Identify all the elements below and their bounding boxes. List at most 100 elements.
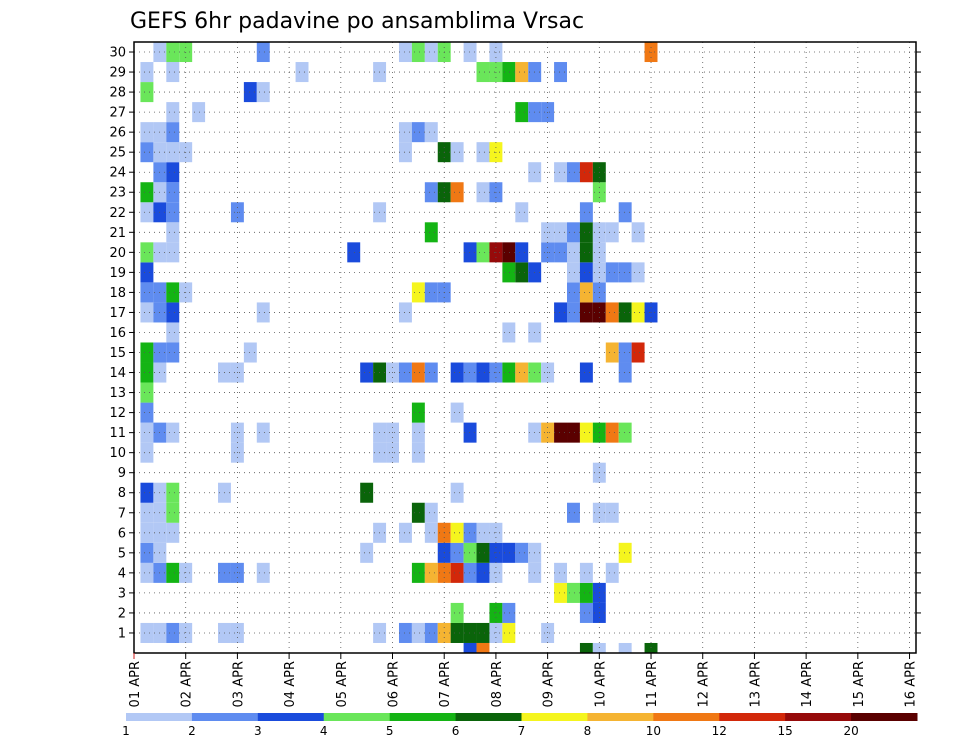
x-tick-label: 02 APR — [180, 661, 195, 707]
heatmap-cell — [463, 542, 477, 563]
heatmap-cell — [476, 242, 490, 263]
heatmap-cell — [243, 82, 257, 103]
heatmap-cell — [411, 362, 425, 383]
x-tick-label: 04 APR — [283, 661, 298, 707]
heatmap-cell — [476, 642, 490, 653]
y-axis-ticks: 1234567891011121314151617181920212223242… — [109, 46, 921, 641]
heatmap-cell — [450, 402, 464, 423]
y-tick-label: 19 — [109, 266, 126, 281]
heatmap-cell — [398, 362, 412, 383]
y-tick-label: 6 — [118, 526, 126, 541]
heatmap-cell — [515, 102, 529, 123]
heatmap-cell — [140, 522, 154, 543]
heatmap-cell — [450, 182, 464, 203]
heatmap-cell — [398, 522, 412, 543]
heatmap-cell — [554, 422, 568, 443]
y-tick-label: 22 — [109, 206, 126, 221]
heatmap-cell — [166, 302, 180, 323]
heatmap-cell — [140, 62, 154, 83]
x-tick-label: 03 APR — [231, 661, 246, 707]
heatmap-cell — [166, 142, 180, 163]
heatmap-cell — [398, 302, 412, 323]
heatmap-cell — [618, 342, 632, 363]
heatmap-cell — [140, 362, 154, 383]
y-tick-label: 23 — [109, 186, 126, 201]
legend-label: 12 — [712, 724, 727, 738]
heatmap-cell — [567, 582, 580, 603]
heatmap-cell — [411, 502, 425, 523]
heatmap-cell — [476, 182, 490, 203]
heatmap-cell — [256, 422, 270, 443]
legend-label: 5 — [386, 724, 394, 738]
heatmap-cell — [411, 122, 425, 143]
y-tick-label: 18 — [109, 286, 126, 301]
heatmap-cell — [554, 162, 568, 183]
heatmap-cell — [411, 422, 425, 443]
color-legend: 1 2 3 4 5 6 7 8 10 12 15 20 — [122, 713, 918, 738]
heatmap-cell — [567, 282, 580, 303]
heatmap-cell — [463, 362, 477, 383]
heatmap-cell — [140, 82, 154, 103]
heatmap-cell — [192, 102, 206, 123]
y-tick-label: 25 — [109, 146, 126, 161]
x-tick-label: 06 APR — [387, 661, 402, 707]
heatmap-cell — [567, 502, 580, 523]
legend-swatch — [587, 713, 654, 721]
heatmap-cell — [515, 202, 529, 223]
heatmap-cell — [579, 422, 593, 443]
heatmap-cell — [605, 342, 619, 363]
heatmap-cell — [618, 642, 632, 653]
legend-label: 15 — [778, 724, 793, 738]
heatmap-cell — [411, 622, 425, 643]
heatmap-cell — [450, 622, 464, 643]
y-tick-label: 3 — [118, 586, 126, 601]
heatmap-cell — [450, 362, 464, 383]
heatmap-cell — [502, 62, 516, 83]
heatmap-cell — [424, 122, 438, 143]
heatmap-cell — [398, 142, 412, 163]
legend-swatch — [653, 713, 720, 721]
y-tick-label: 12 — [109, 406, 126, 421]
y-tick-label: 8 — [118, 486, 126, 501]
y-tick-label: 17 — [109, 306, 126, 321]
heatmap-cell — [579, 582, 593, 603]
heatmap-cell — [166, 502, 180, 523]
heatmap-cell — [166, 322, 180, 343]
heatmap-cell — [502, 622, 516, 643]
y-tick-label: 15 — [109, 346, 126, 361]
heatmap-cell — [166, 42, 180, 63]
legend-label: 10 — [646, 724, 661, 738]
heatmap-cell — [140, 402, 154, 423]
heatmap-cell — [567, 422, 580, 443]
heatmap-cell — [605, 502, 619, 523]
heatmap-cell — [360, 542, 374, 563]
y-tick-label: 14 — [109, 366, 126, 381]
legend-label: 6 — [452, 724, 460, 738]
heatmap-cell — [579, 302, 593, 323]
y-tick-label: 4 — [118, 566, 126, 581]
x-axis-ticks: 01 APR 02 APR 03 APR 04 APR 05 APR 06 APR 07 A… — [128, 653, 919, 707]
heatmap-cell — [166, 622, 180, 643]
x-tick-label: 16 APR — [904, 661, 919, 707]
heatmap-cell — [411, 562, 425, 583]
y-tick-label: 9 — [118, 466, 126, 481]
heatmap-cell — [502, 262, 516, 283]
legend-swatch — [191, 713, 259, 721]
legend-swatch — [126, 713, 193, 721]
legend-swatch — [785, 713, 852, 721]
x-tick-label: 14 APR — [800, 661, 815, 707]
heatmap-cell — [554, 302, 568, 323]
heatmap-cell — [140, 262, 154, 283]
heatmap-cell — [579, 362, 593, 383]
heatmap-cell — [605, 562, 619, 583]
heatmap-cell — [140, 502, 154, 523]
x-tick-label: 11 APR — [645, 661, 660, 707]
heatmap-cell — [567, 242, 580, 263]
heatmap-cell — [579, 642, 593, 653]
x-tick-label: 01 APR — [128, 661, 143, 707]
y-tick-label: 21 — [109, 226, 126, 241]
legend-label: 4 — [320, 724, 328, 738]
heatmap-cell — [579, 282, 593, 303]
heatmap-cell — [256, 302, 270, 323]
